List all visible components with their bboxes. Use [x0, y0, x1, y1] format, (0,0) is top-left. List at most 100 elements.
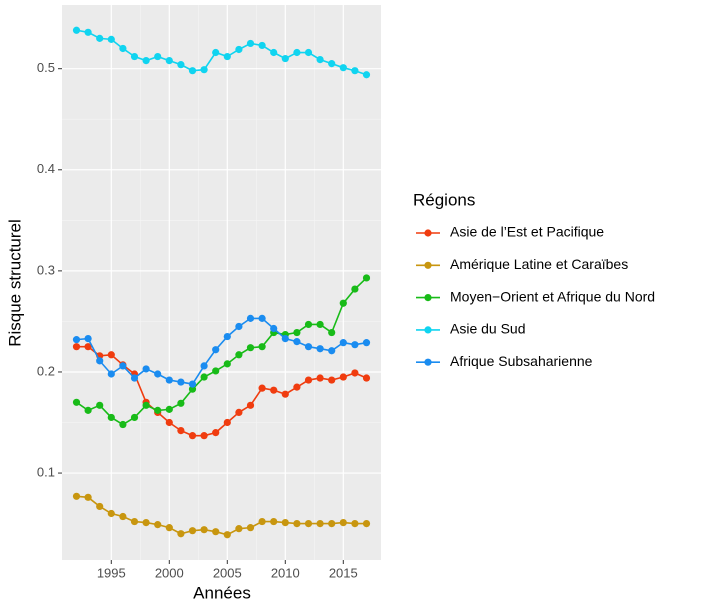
point [84, 28, 92, 36]
point [304, 376, 313, 384]
point [165, 418, 173, 427]
legend-label: Asie du Sud [450, 321, 526, 337]
point [177, 61, 185, 69]
point [351, 285, 359, 293]
point [304, 343, 313, 351]
point [351, 369, 359, 377]
point [304, 520, 313, 528]
point [72, 343, 81, 351]
point [200, 373, 208, 381]
x-axis-title: Années [193, 583, 251, 602]
point [235, 408, 243, 417]
point [177, 399, 185, 407]
point [142, 518, 150, 527]
y-tick-label: 0.2 [37, 363, 55, 378]
point [223, 531, 231, 539]
y-tick-label: 0.1 [37, 464, 55, 479]
point [328, 60, 336, 68]
point [130, 52, 139, 61]
point [293, 338, 301, 346]
point [107, 351, 115, 359]
point [154, 52, 162, 61]
point [316, 55, 324, 64]
x-tick-label: 2010 [271, 565, 300, 580]
point [362, 374, 371, 382]
point [130, 374, 139, 382]
point [96, 34, 104, 42]
point [177, 378, 185, 386]
point [328, 520, 336, 528]
point [200, 526, 208, 534]
point [200, 432, 208, 440]
point [200, 362, 208, 370]
point [72, 26, 81, 34]
point [281, 335, 289, 343]
legend-label: Moyen−Orient et Afrique du Nord [450, 288, 655, 304]
point [293, 48, 301, 57]
point [351, 341, 359, 349]
point [188, 67, 197, 75]
x-tick-label: 2000 [155, 565, 184, 580]
legend-key-point [424, 294, 432, 302]
point [165, 57, 173, 65]
point [351, 67, 359, 75]
point [96, 357, 104, 365]
point [246, 524, 255, 532]
point [223, 332, 231, 341]
point [304, 320, 313, 329]
point [96, 502, 104, 511]
point [258, 41, 266, 50]
legend-label: Afrique Subsaharienne [450, 353, 593, 369]
point [154, 370, 162, 378]
point [351, 520, 359, 528]
point [84, 406, 92, 414]
point [270, 324, 278, 333]
point [72, 398, 81, 406]
point [339, 339, 347, 347]
point [316, 345, 324, 353]
point [223, 360, 231, 368]
point [339, 64, 347, 72]
legend-label: Asie de l’Est et Pacifique [450, 224, 604, 240]
point [212, 346, 220, 354]
point [188, 380, 197, 388]
point [200, 66, 208, 74]
point [107, 35, 115, 43]
point [246, 39, 255, 48]
point [258, 517, 266, 526]
point [316, 520, 324, 528]
point [293, 383, 301, 391]
point [223, 52, 231, 61]
point [281, 54, 289, 63]
point [362, 520, 371, 528]
point [212, 48, 220, 57]
point [235, 525, 243, 533]
point [107, 509, 115, 518]
point [270, 48, 278, 57]
point [177, 427, 185, 435]
point [142, 57, 150, 65]
point [165, 524, 173, 532]
point [165, 405, 173, 413]
y-tick-label: 0.5 [37, 60, 55, 75]
point [246, 314, 255, 322]
point [142, 365, 150, 373]
point [281, 390, 289, 398]
point [177, 530, 185, 538]
point [246, 401, 255, 409]
point [119, 512, 127, 521]
point [258, 343, 266, 351]
legend-key-point [424, 229, 432, 237]
point [328, 328, 336, 337]
point [339, 518, 347, 527]
point [130, 517, 139, 526]
panel [62, 5, 381, 560]
point [212, 367, 220, 375]
point [188, 385, 197, 393]
point [328, 376, 336, 384]
point [119, 44, 127, 53]
x-tick-label: 2015 [329, 565, 358, 580]
point [328, 347, 336, 355]
point [212, 429, 220, 437]
